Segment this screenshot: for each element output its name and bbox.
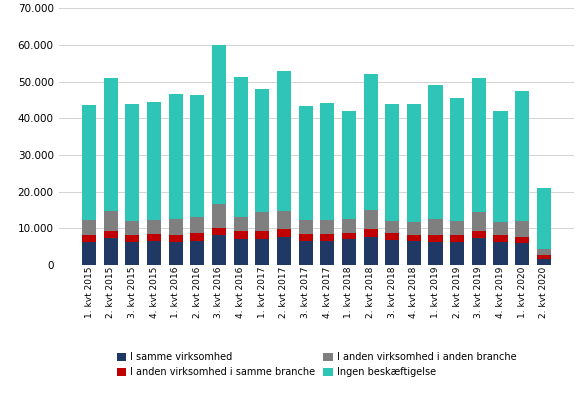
Bar [212,45,226,204]
Bar [320,234,334,241]
Bar [104,211,118,231]
Bar [342,111,356,219]
Bar [169,95,183,220]
Bar [190,233,205,241]
Bar [255,239,270,265]
Bar [255,212,270,231]
Bar [385,233,399,240]
Bar [234,217,248,231]
Bar [277,211,291,229]
Bar [299,106,313,220]
Bar [428,220,442,235]
Bar [320,102,334,220]
Bar [363,237,377,265]
Bar [82,242,96,265]
Bar [320,220,334,234]
Bar [407,222,421,235]
Bar [147,102,161,220]
Bar [493,242,507,265]
Bar [234,239,248,265]
Bar [234,231,248,239]
Bar [407,235,421,242]
Bar [342,239,356,265]
Bar [450,221,464,235]
Bar [407,104,421,222]
Bar [537,249,551,255]
Bar [515,237,529,243]
Bar [472,78,486,212]
Bar [82,106,96,220]
Bar [493,235,507,242]
Bar [234,77,248,217]
Bar [450,98,464,221]
Bar [299,234,313,241]
Bar [169,220,183,235]
Bar [428,242,442,265]
Bar [515,243,529,265]
Bar [515,221,529,237]
Bar [363,211,377,229]
Bar [82,220,96,235]
Bar [493,111,507,222]
Bar [190,95,205,217]
Bar [320,241,334,265]
Bar [342,219,356,233]
Bar [277,71,291,211]
Bar [363,74,377,211]
Bar [493,222,507,235]
Bar [104,78,118,211]
Bar [515,91,529,221]
Bar [450,235,464,242]
Bar [342,233,356,239]
Bar [450,242,464,265]
Bar [255,89,270,212]
Bar [125,221,139,235]
Bar [299,220,313,234]
Bar [169,242,183,265]
Bar [125,242,139,265]
Legend: I samme virksomhed, I anden virksomhed i samme branche, I anden virksomhed i and: I samme virksomhed, I anden virksomhed i… [117,353,516,377]
Bar [472,237,486,265]
Bar [190,241,205,265]
Bar [385,104,399,221]
Bar [385,221,399,233]
Bar [299,241,313,265]
Bar [407,242,421,265]
Bar [385,240,399,265]
Bar [125,104,139,221]
Bar [82,235,96,242]
Bar [255,231,270,239]
Bar [104,231,118,238]
Bar [537,259,551,265]
Bar [125,235,139,242]
Bar [428,85,442,220]
Bar [428,235,442,242]
Bar [147,220,161,234]
Bar [104,238,118,265]
Bar [277,237,291,265]
Bar [190,217,205,233]
Bar [212,235,226,265]
Bar [212,228,226,235]
Bar [147,234,161,241]
Bar [537,188,551,249]
Bar [363,229,377,237]
Bar [277,229,291,237]
Bar [472,231,486,237]
Bar [212,204,226,228]
Bar [472,212,486,231]
Bar [169,235,183,242]
Bar [537,255,551,259]
Bar [147,241,161,265]
